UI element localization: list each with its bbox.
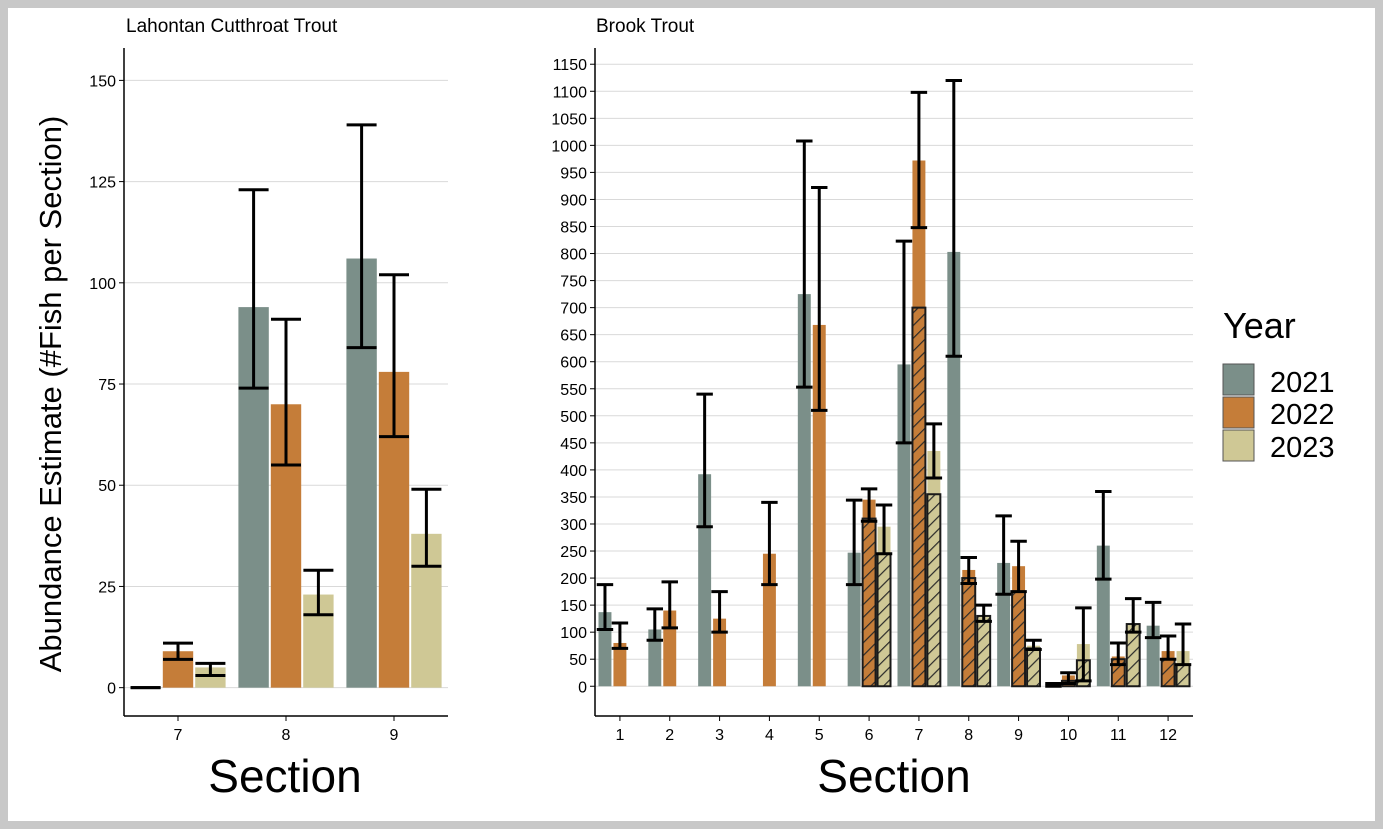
x-tick-label: 8: [964, 727, 973, 744]
legend-swatch-2023: [1222, 429, 1255, 462]
y-tick-label: 150: [560, 598, 587, 615]
y-tick-label: 1000: [551, 138, 587, 155]
y-tick-label: 1100: [553, 84, 588, 101]
x-tick-label: 1: [615, 727, 624, 744]
y-tick-label: 400: [560, 463, 587, 480]
x-axis-title-lahontan: Section: [208, 750, 361, 802]
legend-swatch-2022: [1222, 396, 1255, 429]
x-tick-label: 7: [914, 727, 923, 744]
x-tick-label: 9: [1014, 727, 1023, 744]
y-tick-label: 50: [569, 652, 587, 669]
y-tick-label: 100: [560, 625, 587, 642]
legend-label-2023: 2023: [1270, 432, 1335, 464]
x-tick-label: 4: [765, 727, 774, 744]
legend-swatch-2021: [1222, 363, 1255, 396]
y-tick-label: 150: [89, 73, 116, 90]
bar-2021: [897, 364, 911, 687]
hatched-bar-2022: [961, 577, 977, 688]
x-tick-label: 12: [1159, 727, 1177, 744]
y-tick-label: 75: [98, 377, 116, 394]
panel-brook-trout: 0 50 100 150 200 250 300 350 400 450 500 550 600 650 7…: [551, 48, 1193, 744]
y-tick-label: 550: [560, 382, 587, 399]
x-tick-label: 11: [1110, 727, 1127, 744]
x-tick-label: 10: [1060, 727, 1078, 744]
hatched-bar-2023: [1175, 663, 1191, 688]
bar-2023: [195, 667, 226, 688]
y-axis-title: Abundance Estimate (#Fish per Section): [33, 116, 68, 673]
hatched-bar-2022: [911, 306, 927, 688]
x-tick-label: 3: [715, 727, 724, 744]
bar-2022: [663, 610, 677, 687]
hatched-bar-2023: [926, 493, 942, 688]
x-axis-title-brook: Section: [817, 750, 970, 802]
x-tick-label: 2: [665, 727, 674, 744]
y-tick-label: 800: [560, 247, 587, 264]
y-tick-label: 650: [560, 328, 587, 345]
x-tick-label: 5: [815, 727, 824, 744]
bar-2022: [613, 642, 627, 687]
bar-2021: [1146, 625, 1160, 687]
x-tick-label: 8: [282, 727, 291, 744]
bar-2022: [713, 618, 727, 687]
figure: Lahontan Cutthroat Trout Brook Trout Abu…: [8, 8, 1375, 821]
y-tick-label: 750: [560, 274, 587, 291]
hatched-bar-2023: [976, 614, 992, 688]
bar-2021: [648, 629, 662, 687]
y-tick-label: 450: [560, 436, 587, 453]
y-tick-label: 500: [560, 409, 587, 426]
hatched-bar-2022: [1160, 658, 1176, 688]
bar-2021: [947, 251, 961, 687]
panel-lahontan-cutthroat: 0 25 50 75 100 125 150 7 8 9: [89, 48, 448, 744]
y-tick-label: 350: [560, 490, 587, 507]
legend: Year 2021 2022 2023: [1222, 305, 1335, 464]
hatched-bar-2022: [861, 517, 877, 688]
bar-2021: [1096, 545, 1110, 687]
legend-label-2022: 2022: [1270, 399, 1335, 431]
x-tick-label: 9: [390, 727, 399, 744]
y-tick-label: 600: [560, 355, 587, 372]
y-tick-label: 50: [98, 478, 116, 495]
panel-title-lahontan: Lahontan Cutthroat Trout: [126, 16, 338, 37]
legend-label-2021: 2021: [1270, 367, 1335, 399]
y-tick-label: 700: [560, 301, 587, 318]
hatched-bar-2023: [1026, 647, 1042, 688]
y-tick-label: 0: [107, 681, 116, 698]
x-tick-label: 6: [865, 727, 874, 744]
x-tick-label: 7: [174, 727, 183, 744]
y-tick-label: 125: [89, 175, 116, 192]
bar-2022: [762, 553, 776, 687]
legend-title: Year: [1223, 305, 1296, 346]
y-tick-label: 25: [98, 579, 116, 596]
panel-title-brook: Brook Trout: [596, 16, 695, 37]
chart-figure: Lahontan Cutthroat Trout Brook Trout Abu…: [33, 16, 1335, 802]
y-tick-label: 950: [560, 165, 587, 182]
bar-2021: [797, 294, 811, 687]
hatched-bar-2023: [876, 552, 892, 688]
y-tick-label: 200: [560, 571, 587, 588]
y-tick-label: 1050: [551, 111, 587, 128]
hatched-bar-2022: [1011, 590, 1027, 688]
y-tick-label: 100: [89, 276, 116, 293]
y-tick-label: 900: [560, 192, 587, 209]
y-tick-label: 300: [560, 517, 587, 534]
y-tick-label: 0: [578, 679, 587, 696]
y-tick-label: 250: [560, 544, 587, 561]
y-tick-label: 850: [560, 219, 587, 236]
bar-2022: [812, 324, 826, 687]
y-tick-label: 1150: [553, 57, 588, 74]
